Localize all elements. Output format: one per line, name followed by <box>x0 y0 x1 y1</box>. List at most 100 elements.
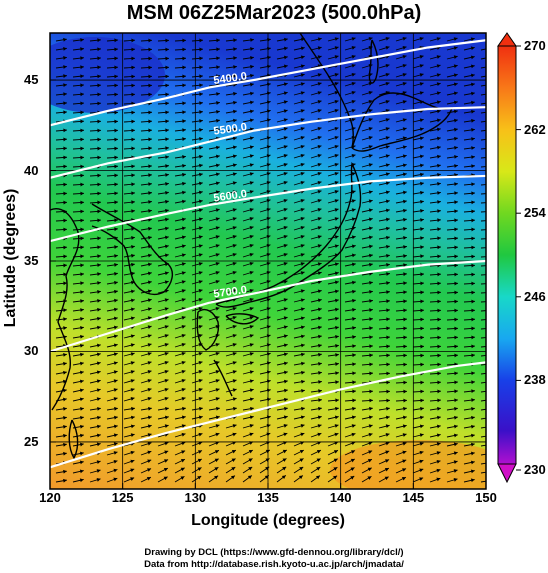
wind-arrow <box>276 397 288 402</box>
wind-arrow <box>208 351 220 357</box>
wind-arrow <box>140 128 153 133</box>
wind-arrow <box>310 82 322 87</box>
wind-arrow <box>106 298 118 303</box>
wind-arrow <box>55 155 68 160</box>
wind-arrow <box>157 334 169 339</box>
wind-arrow <box>429 200 441 204</box>
wind-arrow <box>293 449 305 456</box>
wind-arrow <box>259 325 271 330</box>
wind-arrow <box>344 398 357 403</box>
wind-arrow <box>123 236 135 240</box>
wind-arrow <box>327 37 339 42</box>
wind-arrow <box>344 298 356 303</box>
wind-arrow <box>140 289 152 294</box>
wind-arrow <box>310 466 321 474</box>
wind-arrow <box>225 47 237 52</box>
wind-arrow <box>72 281 84 286</box>
wind-arrow <box>395 190 407 195</box>
wind-arrow <box>276 379 288 384</box>
wind-arrow <box>140 83 153 88</box>
colorbar-bar <box>497 45 517 465</box>
wind-arrow <box>310 126 322 132</box>
wind-arrow <box>463 109 475 114</box>
wind-arrow <box>327 271 339 276</box>
wind-arrow <box>293 271 305 276</box>
wind-arrow <box>293 109 305 114</box>
wind-arrow <box>412 227 424 231</box>
wind-arrow <box>310 343 322 348</box>
wind-arrow <box>344 475 355 483</box>
wind-arrow <box>140 361 152 366</box>
wind-arrow <box>378 199 390 204</box>
wind-arrow <box>378 226 390 231</box>
wind-arrow <box>361 344 373 349</box>
wind-arrow <box>276 154 288 159</box>
wind-arrow <box>429 371 442 376</box>
wind-arrow <box>310 171 322 177</box>
wind-arrow <box>174 155 186 159</box>
wind-arrow <box>446 164 458 168</box>
wind-arrow <box>293 352 305 357</box>
wind-arrow <box>463 254 476 259</box>
wind-arrow <box>412 477 424 483</box>
wind-arrow <box>106 477 118 483</box>
wind-arrow <box>361 424 373 429</box>
wind-arrow <box>378 308 390 313</box>
wind-arrow <box>225 449 237 456</box>
wind-arrow <box>259 261 271 267</box>
wind-arrow <box>463 344 476 349</box>
wind-arrow <box>276 449 288 456</box>
wind-arrow <box>293 46 305 51</box>
wind-arrow <box>344 406 356 411</box>
wind-arrow <box>123 352 135 357</box>
wind-arrow <box>429 55 441 60</box>
wind-arrow <box>276 325 288 330</box>
wind-arrow <box>361 335 373 340</box>
wind-arrow <box>429 163 441 168</box>
wind-arrow <box>55 406 67 411</box>
wind-arrow <box>89 47 101 52</box>
wind-arrow <box>208 370 220 375</box>
wind-arrow <box>72 406 84 411</box>
wind-arrow <box>310 109 322 114</box>
wind-arrow <box>174 199 186 204</box>
wind-arrow <box>463 335 476 340</box>
wind-arrow <box>480 148 486 150</box>
wind-arrow <box>480 102 486 105</box>
wind-arrow <box>259 172 271 177</box>
wind-arrow <box>378 145 390 150</box>
wind-arrow <box>242 475 253 483</box>
wind-arrow <box>327 458 338 465</box>
wind-arrow <box>140 406 152 411</box>
wind-arrow <box>259 252 271 258</box>
wind-arrow <box>242 288 254 294</box>
wind-arrow <box>480 247 486 249</box>
wind-arrow <box>174 65 187 70</box>
wind-arrow <box>446 227 458 232</box>
wind-arrow <box>55 92 67 97</box>
wind-arrow <box>395 290 407 295</box>
wind-arrow <box>157 387 169 393</box>
wind-arrow <box>344 371 356 376</box>
wind-arrow <box>106 155 119 160</box>
x-tick-label: 150 <box>475 490 497 505</box>
wind-arrow <box>259 370 271 375</box>
wind-arrow <box>293 361 305 366</box>
wind-arrow <box>344 432 356 438</box>
wind-arrow <box>242 109 254 114</box>
wind-arrow <box>106 191 118 196</box>
wind-arrow <box>429 433 441 438</box>
wind-arrow <box>395 245 407 249</box>
wind-arrow <box>225 288 237 294</box>
wind-arrow <box>310 144 322 150</box>
wind-arrow <box>242 47 254 51</box>
wind-arrow <box>191 190 203 195</box>
wind-arrow <box>446 245 459 250</box>
wind-arrow <box>395 415 407 420</box>
wind-arrow <box>310 208 322 213</box>
wind-arrow <box>310 352 322 357</box>
wind-arrow <box>123 92 136 97</box>
wind-arrow <box>174 262 186 267</box>
wind-arrow <box>157 406 169 411</box>
wind-arrow <box>208 190 220 195</box>
